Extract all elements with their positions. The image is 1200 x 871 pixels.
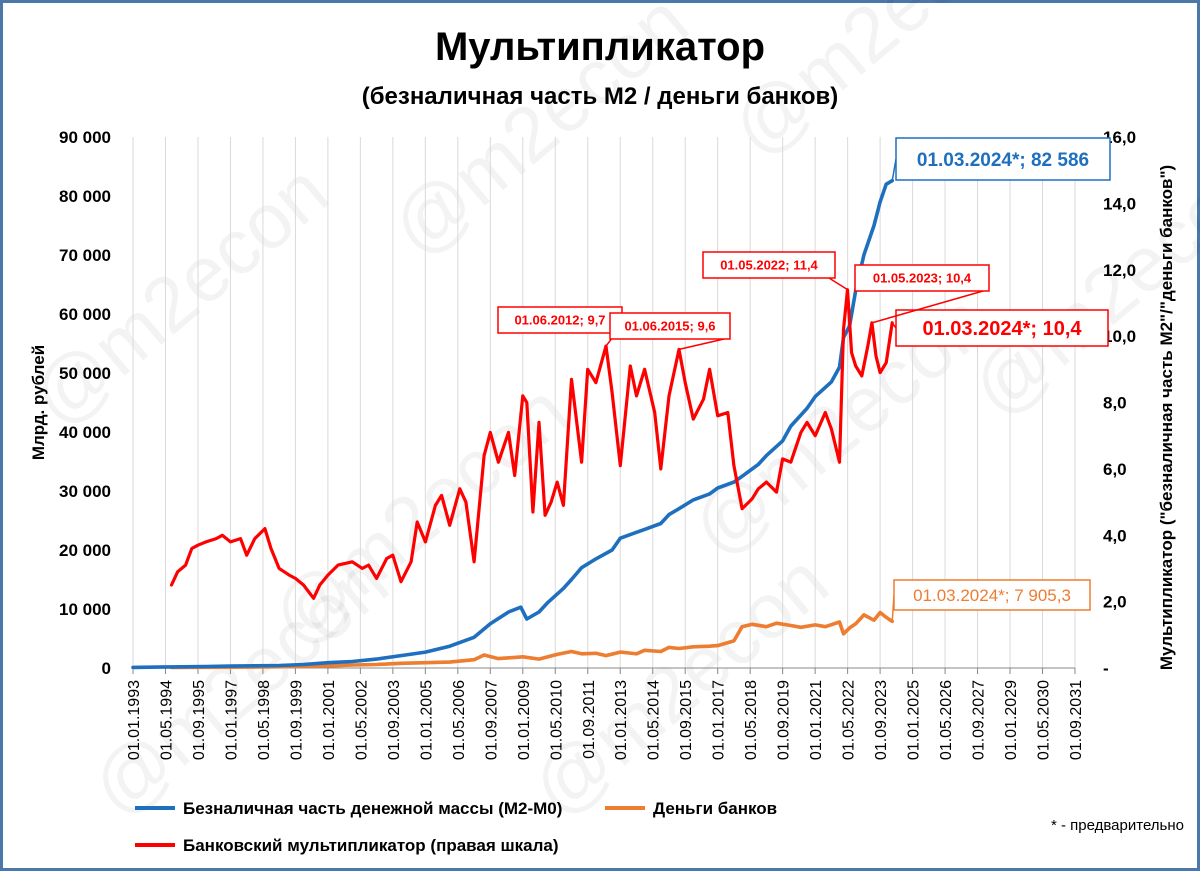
x-tick-label: 01.05.2022 (841, 680, 858, 760)
x-tick-label: 01.01.2025 (906, 680, 923, 760)
legend-label-1: Безналичная часть денежной массы (М2-М0) (183, 799, 562, 818)
x-tick-label: 01.01.1997 (223, 680, 240, 760)
y-left-tick-label: 50 000 (59, 364, 111, 383)
legend-label-3: Банковский мультипликатор (правая шкала) (183, 836, 559, 855)
y-right-tick-label: 8,0 (1103, 394, 1127, 413)
x-tick-label: 01.05.1994 (158, 680, 175, 760)
y-right-tick-label: 6,0 (1103, 460, 1127, 479)
x-tick-label: 01.05.2006 (451, 680, 468, 760)
annotation-box (895, 309, 1109, 347)
legend: Безналичная часть денежной массы (М2-М0)… (135, 799, 777, 855)
x-tick-label: 01.05.2018 (743, 680, 760, 760)
annotation-label: 01.03.2024*; 7 905,3 (913, 586, 1071, 605)
annotation-box (895, 137, 1111, 181)
chart-subtitle: (безналичная часть М2 / деньги банков) (362, 83, 839, 110)
x-tick-label: 01.09.2023 (873, 680, 890, 760)
annotation-box (702, 251, 836, 279)
axes: 01.01.1993 01.05.1994 01.09.1995 01.01.1997… (29, 128, 1176, 760)
x-tick-label: 01.09.1999 (288, 680, 305, 760)
legend-label-2: Деньги банков (653, 799, 777, 818)
y-left-axis-title: Млрд. рублей (29, 345, 48, 460)
y-right-tick-label: 16,0 (1103, 128, 1136, 147)
y-right-tick-label: - (1103, 659, 1109, 678)
annotation-label: 01.05.2023; 10,4 (873, 271, 972, 286)
x-tick-label: 01.09.2019 (776, 680, 793, 760)
x-tick-label: 01.01.2021 (808, 680, 825, 760)
chart-title: Мультипликатор (435, 25, 765, 69)
x-tick-label: 01.05.2030 (1036, 680, 1053, 760)
x-tick-label: 01.05.2026 (938, 680, 955, 760)
x-tick-label: 01.01.2013 (613, 680, 630, 760)
x-tick-label: 01.01.2005 (418, 680, 435, 760)
x-tick-label: 01.01.2009 (516, 680, 533, 760)
annotation-leader (871, 290, 984, 324)
annotation-box (609, 312, 731, 340)
x-tick-label: 01.05.1998 (256, 680, 273, 760)
annotation-label: 01.03.2024*; 10,4 (922, 318, 1082, 340)
annotation-label: 01.06.2015; 9,6 (624, 319, 715, 334)
y-right-axis-title: Мультипликатор ("безналичная часть М2"/"… (1157, 165, 1176, 670)
x-tick-label: 01.01.2017 (711, 680, 728, 760)
x-tick-label: 01.09.2027 (971, 680, 988, 760)
y-left-tick-label: 60 000 (59, 305, 111, 324)
series-line-1 (131, 178, 894, 670)
annotation-box (854, 264, 990, 292)
x-tick-label: 01.01.2029 (1003, 680, 1020, 760)
x-tick-label: 01.05.2014 (646, 680, 663, 760)
x-tick-label: 01.09.2031 (1068, 680, 1085, 760)
y-right-tick-label: 12,0 (1103, 261, 1136, 280)
annotation-label: 01.03.2024*; 82 586 (917, 150, 1089, 171)
x-tick-label: 01.09.1995 (191, 680, 208, 760)
series-line-3 (169, 288, 894, 600)
series-line-2 (169, 610, 894, 670)
annotation-box (893, 579, 1091, 611)
annotation-label: 01.05.2022; 11,4 (720, 258, 818, 273)
x-tick-label: 01.01.2001 (321, 680, 338, 760)
annotation-label: 01.06.2012; 9,7 (514, 313, 605, 328)
y-left-tick-label: 40 000 (59, 423, 111, 442)
y-left-tick-label: 10 000 (59, 600, 111, 619)
y-right-tick-label: 14,0 (1103, 194, 1136, 213)
x-tick-label: 01.05.2010 (548, 680, 565, 760)
x-tick-label: 01.09.2007 (483, 680, 500, 760)
y-left-tick-label: 70 000 (59, 246, 111, 265)
annotation-box (497, 306, 623, 334)
annotation-leader (828, 277, 848, 291)
y-left-tick-label: 0 (102, 659, 111, 678)
series-layer (131, 178, 894, 670)
annotations-layer: 01.03.2024*; 82 586 01.03.2024*; 7 905,3 0… (497, 137, 1111, 622)
y-left-tick-label: 90 000 (59, 128, 111, 147)
annotation-leader (678, 338, 725, 351)
x-tick-label: 01.09.2011 (581, 680, 598, 759)
x-tick-label: 01.01.1993 (126, 680, 143, 760)
footnote: * - предварительно (1050, 817, 1184, 834)
y-right-tick-label: 2,0 (1103, 593, 1127, 612)
y-right-tick-label: 10,0 (1103, 327, 1136, 346)
x-tick-label: 01.05.2002 (353, 680, 370, 760)
y-left-tick-label: 20 000 (59, 541, 111, 560)
x-tick-label: 01.09.2003 (386, 680, 403, 760)
x-tick-label: 01.09.2015 (678, 680, 695, 760)
y-right-tick-label: 4,0 (1103, 526, 1127, 545)
y-left-tick-label: 30 000 (59, 482, 111, 501)
y-left-tick-label: 80 000 (59, 187, 111, 206)
